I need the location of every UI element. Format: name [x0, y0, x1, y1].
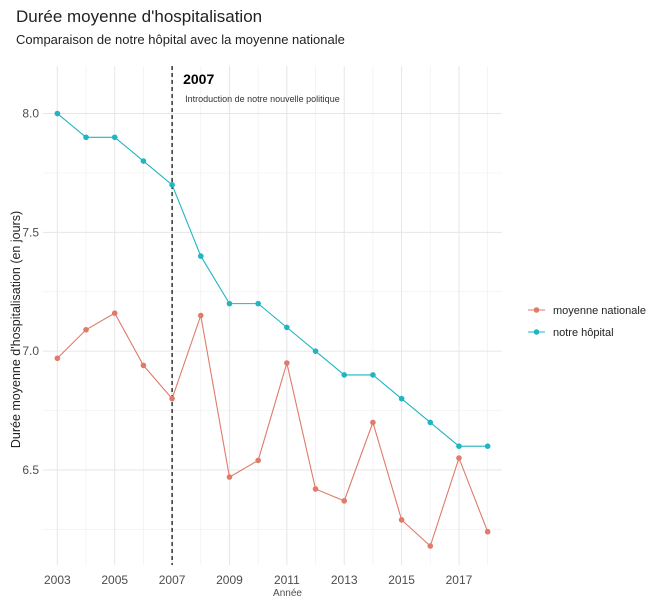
data-point — [312, 348, 319, 354]
data-point — [484, 528, 491, 535]
data-point — [54, 110, 61, 117]
data-point — [398, 517, 405, 523]
data-point — [312, 486, 319, 492]
data-point — [484, 443, 491, 449]
data-point — [197, 312, 204, 319]
data-point — [169, 395, 175, 402]
data-point — [83, 326, 89, 333]
data-point — [140, 158, 147, 164]
data-point — [398, 395, 405, 402]
series-line-1 — [56, 113, 488, 447]
data-point — [370, 372, 376, 378]
x-axis-ticks: 2003 2005 2007 2009 2011 2013 2015 2017 — [44, 573, 473, 587]
y-axis-title: Durée moyenne d'hospitalisation (en jour… — [9, 211, 23, 448]
chart-title: Durée moyenne d'hospitalisation — [16, 7, 263, 26]
data-point — [111, 134, 118, 141]
data-point — [456, 443, 462, 449]
grid-lines — [43, 66, 502, 565]
legend-marker — [533, 329, 540, 335]
data-point — [427, 419, 434, 426]
data-point — [226, 474, 233, 480]
legend-label: notre hôpital — [553, 327, 614, 339]
data-point — [140, 362, 147, 369]
x-tick-label: 2013 — [331, 573, 358, 587]
data-point — [83, 134, 89, 141]
legend-marker — [533, 307, 540, 313]
data-point — [54, 355, 61, 362]
legend-label: moyenne nationale — [553, 305, 646, 317]
data-point — [226, 300, 233, 307]
data-point — [284, 360, 290, 366]
data-point — [255, 457, 261, 464]
data-point — [341, 372, 348, 378]
x-tick-label: 2011 — [274, 573, 300, 587]
x-tick-label: 2003 — [44, 573, 71, 587]
data-point — [169, 182, 175, 188]
x-tick-label: 2017 — [446, 573, 473, 587]
data-point — [456, 455, 462, 461]
x-tick-label: 2009 — [216, 573, 243, 587]
data-point — [255, 300, 261, 307]
x-tick-label: 2005 — [101, 573, 128, 587]
y-tick-label: 7.0 — [22, 344, 39, 358]
data-point — [111, 310, 118, 316]
data-point — [341, 498, 348, 504]
chart-subtitle: Comparaison de notre hôpital avec la moy… — [16, 32, 345, 47]
data-point — [197, 253, 204, 259]
y-tick-label: 6.5 — [22, 463, 39, 477]
y-tick-label: 7.5 — [22, 225, 39, 239]
x-axis-title: Année — [273, 588, 302, 599]
annotation-text: Introduction de notre nouvelle politique — [185, 94, 340, 104]
series-layer — [54, 110, 491, 549]
series-line-0 — [56, 312, 489, 547]
y-tick-label: 8.0 — [22, 107, 39, 121]
x-tick-label: 2007 — [159, 573, 186, 587]
data-point — [370, 419, 376, 426]
data-point — [427, 543, 434, 549]
legend: moyenne nationale notre hôpital — [528, 305, 646, 339]
y-axis-ticks: 6.5 7.0 7.5 8.0 — [22, 107, 39, 477]
x-tick-label: 2015 — [388, 573, 415, 587]
annotation-group: 2007 Introduction de notre nouvelle poli… — [171, 66, 340, 565]
data-point — [284, 324, 290, 331]
annotation-title: 2007 — [183, 71, 214, 87]
